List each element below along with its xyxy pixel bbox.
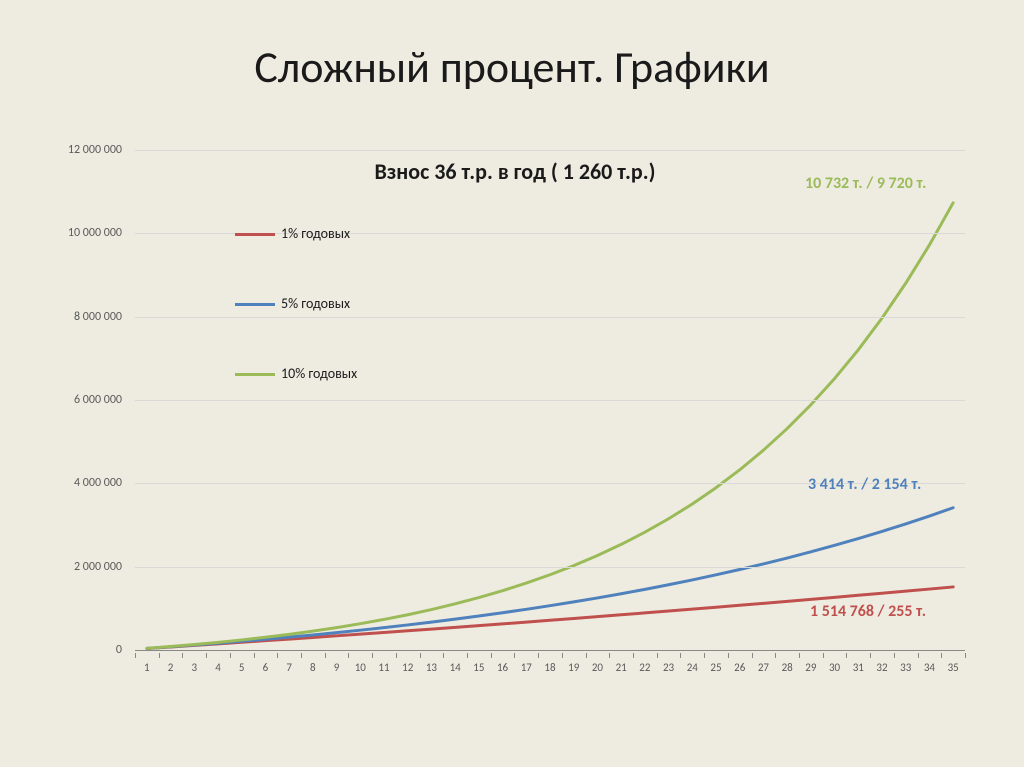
x-tick-label: 22 [639, 661, 650, 674]
x-tick-label: 14 [450, 661, 461, 674]
x-tick [443, 653, 444, 658]
x-tick-label: 23 [663, 661, 674, 674]
x-tick [918, 653, 919, 658]
x-tick [514, 653, 515, 658]
x-tick [775, 653, 776, 658]
x-tick [870, 653, 871, 658]
x-tick-label: 5 [239, 661, 245, 674]
x-tick-label: 7 [286, 661, 292, 674]
x-tick [657, 653, 658, 658]
y-tick-label: 0 [116, 643, 122, 657]
x-tick-label: 11 [378, 661, 389, 674]
x-tick [728, 653, 729, 658]
legend-item: 5% годовых [235, 295, 435, 365]
x-tick [396, 653, 397, 658]
x-tick-label: 19 [568, 661, 579, 674]
x-tick [277, 653, 278, 658]
x-tick-label: 20 [592, 661, 603, 674]
x-tick-label: 28 [782, 661, 793, 674]
legend-swatch [235, 373, 275, 376]
x-tick [372, 653, 373, 658]
x-tick [680, 653, 681, 658]
x-tick-label: 32 [876, 661, 887, 674]
y-tick-label: 10 000 000 [68, 226, 122, 240]
legend: 1% годовых 5% годовых 10% годовых [235, 225, 435, 435]
x-tick [206, 653, 207, 658]
x-tick-label: 29 [805, 661, 816, 674]
x-tick-label: 13 [426, 661, 437, 674]
y-tick-label: 4 000 000 [74, 476, 122, 490]
x-tick-label: 1 [144, 661, 150, 674]
x-tick-label: 17 [521, 661, 532, 674]
grid-line [135, 567, 965, 568]
x-tick [491, 653, 492, 658]
x-tick [846, 653, 847, 658]
x-axis: 1234567891011121314151617181920212223242… [135, 653, 965, 683]
legend-swatch [235, 303, 275, 306]
x-tick [254, 653, 255, 658]
x-tick-label: 35 [948, 661, 959, 674]
annotation-red: 1 514 768 / 255 т. [810, 602, 926, 621]
legend-item: 10% годовых [235, 365, 435, 435]
x-tick [894, 653, 895, 658]
x-tick [965, 653, 966, 658]
x-tick-label: 8 [310, 661, 316, 674]
x-tick-label: 27 [758, 661, 769, 674]
y-tick-label: 2 000 000 [74, 560, 122, 574]
x-tick [799, 653, 800, 658]
x-tick [704, 653, 705, 658]
annotation-blue: 3 414 т. / 2 154 т. [808, 475, 921, 494]
x-tick-label: 6 [263, 661, 269, 674]
grid-line [135, 150, 965, 151]
y-tick-label: 8 000 000 [74, 310, 122, 324]
chart: Взнос 36 т.р. в год ( 1 260 т.р.) 02 000… [50, 150, 980, 710]
x-tick-label: 4 [215, 661, 221, 674]
x-tick-label: 2 [168, 661, 174, 674]
page-title: Сложный процент. Графики [0, 40, 1024, 94]
x-tick-label: 9 [334, 661, 340, 674]
annotation-green: 10 732 т. / 9 720 т. [805, 174, 926, 193]
legend-label: 1% годовых [281, 225, 350, 242]
legend-label: 5% годовых [281, 295, 350, 312]
y-tick-label: 6 000 000 [74, 393, 122, 407]
x-tick-label: 31 [853, 661, 864, 674]
series-line [147, 508, 953, 649]
x-tick [135, 653, 136, 658]
x-tick [586, 653, 587, 658]
x-tick-label: 33 [900, 661, 911, 674]
x-tick [467, 653, 468, 658]
x-tick-label: 21 [616, 661, 627, 674]
x-tick [420, 653, 421, 658]
x-tick-label: 12 [402, 661, 413, 674]
y-tick-label: 12 000 000 [68, 143, 122, 157]
x-tick [609, 653, 610, 658]
x-tick [633, 653, 634, 658]
x-tick-label: 16 [497, 661, 508, 674]
x-tick [230, 653, 231, 658]
x-tick-label: 25 [710, 661, 721, 674]
x-tick-label: 34 [924, 661, 935, 674]
x-tick [325, 653, 326, 658]
legend-label: 10% годовых [281, 365, 357, 382]
x-tick-label: 26 [734, 661, 745, 674]
x-tick [823, 653, 824, 658]
x-tick-label: 18 [544, 661, 555, 674]
x-tick-label: 30 [829, 661, 840, 674]
x-tick [562, 653, 563, 658]
x-tick [182, 653, 183, 658]
x-tick [752, 653, 753, 658]
x-tick [301, 653, 302, 658]
x-tick-label: 3 [191, 661, 197, 674]
x-tick-label: 10 [355, 661, 366, 674]
x-tick [941, 653, 942, 658]
x-tick [159, 653, 160, 658]
y-axis: 02 000 0004 000 0006 000 0008 000 00010 … [50, 150, 130, 650]
legend-item: 1% годовых [235, 225, 435, 295]
x-tick [348, 653, 349, 658]
x-tick-label: 24 [687, 661, 698, 674]
x-tick-label: 15 [473, 661, 484, 674]
x-tick [538, 653, 539, 658]
legend-swatch [235, 233, 275, 236]
